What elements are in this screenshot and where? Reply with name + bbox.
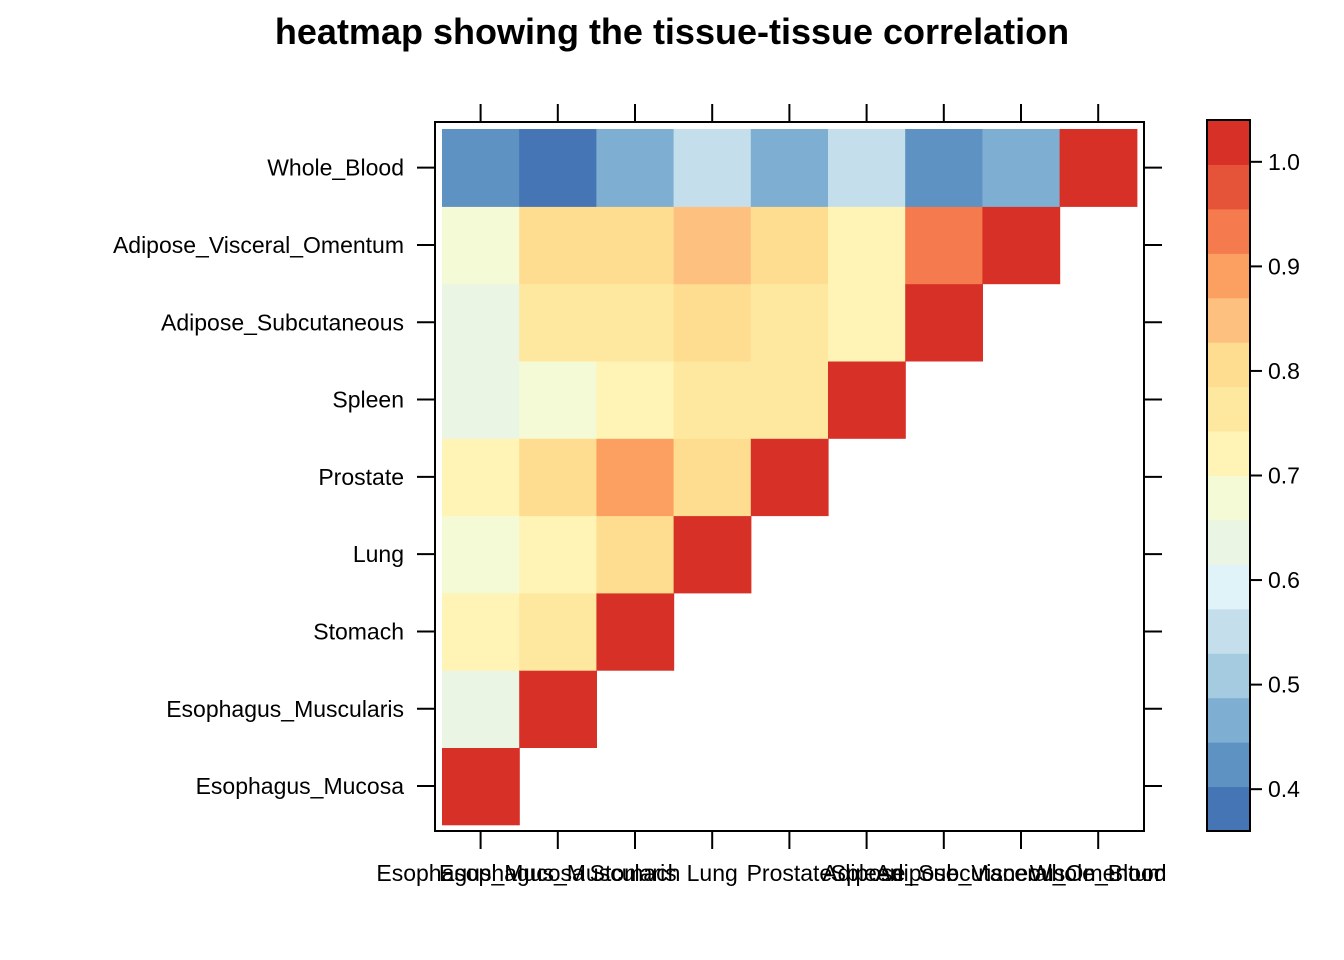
heatmap-cell — [982, 206, 1061, 285]
colorbar-segment — [1207, 164, 1250, 210]
colorbar-segment — [1207, 742, 1250, 788]
heatmap-cell — [982, 129, 1061, 207]
y-tick-label: Lung — [353, 541, 404, 567]
heatmap-cell — [828, 283, 906, 362]
x-tick-label: Lung — [687, 860, 738, 886]
heatmap-cell — [596, 592, 675, 671]
y-tick-label: Adipose_Subcutaneous — [161, 309, 404, 335]
colorbar-tick-label: 0.7 — [1268, 463, 1300, 489]
x-tick-label: Adipose_Subcutaneous — [822, 860, 1065, 886]
chart-title: heatmap showing the tissue-tissue correl… — [275, 11, 1069, 52]
heatmap-cell — [519, 515, 597, 594]
colorbar-segment — [1207, 431, 1250, 476]
heatmap-cell — [442, 515, 520, 594]
heatmap-cell — [673, 438, 752, 517]
colorbar-tick-label: 1.0 — [1268, 149, 1300, 175]
colorbar-segment — [1207, 608, 1250, 654]
y-tick-label: Adipose_Visceral_Omentum — [113, 232, 404, 258]
colorbar-segment — [1207, 519, 1250, 565]
colorbar-segment — [1207, 697, 1250, 743]
heatmap-cell — [673, 360, 752, 439]
colorbar-segment — [1207, 208, 1250, 254]
heatmap-cell — [596, 283, 675, 362]
x-tick-label: Stomach — [590, 860, 681, 886]
heatmap-cell — [905, 129, 983, 207]
axes: Esophagus_MucosaEsophagus_MucosaEsophagu… — [113, 104, 1167, 886]
heatmap-cell — [519, 670, 597, 748]
y-tick-label: Esophagus_Mucosa — [196, 773, 405, 799]
y-tick-label: Spleen — [332, 387, 404, 413]
heatmap-cell — [828, 360, 906, 439]
heatmap-cell — [750, 206, 829, 285]
heatmap-cell — [905, 206, 983, 285]
heatmap-cell — [1059, 129, 1138, 207]
heatmap-cell — [673, 206, 752, 285]
heatmap-cell — [750, 129, 829, 207]
colorbar-tick-label: 0.4 — [1268, 776, 1300, 802]
heatmap-cell — [519, 438, 597, 517]
x-tick-label: Esophagus_Muscularis — [439, 860, 677, 886]
y-tick-label: Esophagus_Muscularis — [166, 696, 404, 722]
x-tick-label: Spleen — [831, 860, 903, 886]
heatmap-cell — [442, 129, 520, 207]
heatmap-cells — [442, 129, 1138, 826]
heatmap-cell — [596, 515, 675, 594]
heatmap-cell — [596, 206, 675, 285]
heatmap-cell — [519, 206, 597, 285]
heatmap-cell — [519, 360, 597, 439]
heatmap-cell — [442, 670, 520, 748]
colorbar-segment — [1207, 253, 1250, 299]
colorbar-segment — [1207, 120, 1250, 165]
x-tick-label: Prostate — [747, 860, 833, 886]
y-tick-label: Prostate — [318, 464, 404, 490]
colorbar-tick-label: 0.5 — [1268, 672, 1300, 698]
heatmap-cell — [828, 206, 906, 285]
heatmap-cell — [519, 592, 597, 671]
colorbar-segment — [1207, 653, 1250, 699]
x-tick-label: Whole_Blood — [1030, 860, 1167, 886]
heatmap-cell — [519, 283, 597, 362]
colorbar-segment — [1207, 386, 1250, 432]
y-tick-label: Stomach — [313, 618, 404, 644]
heatmap-cell — [442, 206, 520, 285]
colorbar-segment — [1207, 342, 1250, 388]
x-tick-label: Adipose_Visceral_Omentum — [875, 860, 1166, 886]
heatmap-cell — [828, 129, 906, 207]
colorbar: 0.4 0.5 0.6 0.7 0.8 0.9 1.0 — [1207, 120, 1300, 832]
heatmap-cell — [596, 129, 675, 207]
heatmap-cell — [442, 360, 520, 439]
colorbar-tick-label: 0.8 — [1268, 358, 1300, 384]
heatmap-cell — [673, 129, 752, 207]
colorbar-segment — [1207, 786, 1250, 832]
heatmap-cell — [442, 747, 520, 826]
colorbar-segment — [1207, 564, 1250, 610]
heatmap-cell — [673, 515, 752, 594]
heatmap-cell — [442, 283, 520, 362]
heatmap-cell — [750, 360, 829, 439]
x-tick-label: Esophagus_Mucosa — [376, 860, 585, 886]
colorbar-segment — [1207, 297, 1250, 343]
heatmap-cell — [750, 283, 829, 362]
heatmap-cell — [596, 360, 675, 439]
colorbar-frame — [1206, 119, 1251, 832]
heatmap-cell — [905, 283, 983, 362]
heatmap-cell — [673, 283, 752, 362]
colorbar-tick-label: 0.9 — [1268, 253, 1300, 279]
heatmap-cell — [750, 438, 829, 517]
heatmap-cell — [519, 129, 597, 207]
colorbar-segment — [1207, 475, 1250, 521]
colorbar-tick-label: 0.6 — [1268, 567, 1300, 593]
heatmap-cell — [442, 438, 520, 517]
heatmap-cell — [596, 438, 675, 517]
y-tick-label: Whole_Blood — [267, 155, 404, 181]
heatmap-cell — [442, 592, 520, 671]
